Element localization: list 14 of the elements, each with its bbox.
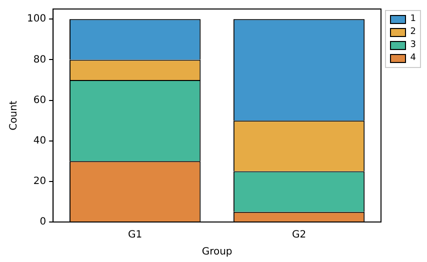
x-axis-title: Group bbox=[202, 246, 232, 258]
y-tick-label: 0 bbox=[40, 216, 46, 228]
x-tick-label: G2 bbox=[292, 230, 306, 241]
text: 1 bbox=[410, 13, 416, 26]
legend-label: 4 bbox=[410, 52, 416, 65]
y-tick-label: 40 bbox=[33, 135, 46, 146]
y-axis-title: Count bbox=[8, 100, 20, 130]
y-tick-label: 100 bbox=[26, 14, 46, 25]
y-tick-label: 20 bbox=[33, 176, 46, 188]
x-tick-label: G1 bbox=[128, 230, 142, 241]
legend-label: 3 bbox=[410, 39, 416, 52]
y-tick-label: 60 bbox=[33, 94, 46, 106]
y-tick-label: 80 bbox=[33, 54, 46, 66]
legend-label: 2 bbox=[410, 26, 416, 39]
